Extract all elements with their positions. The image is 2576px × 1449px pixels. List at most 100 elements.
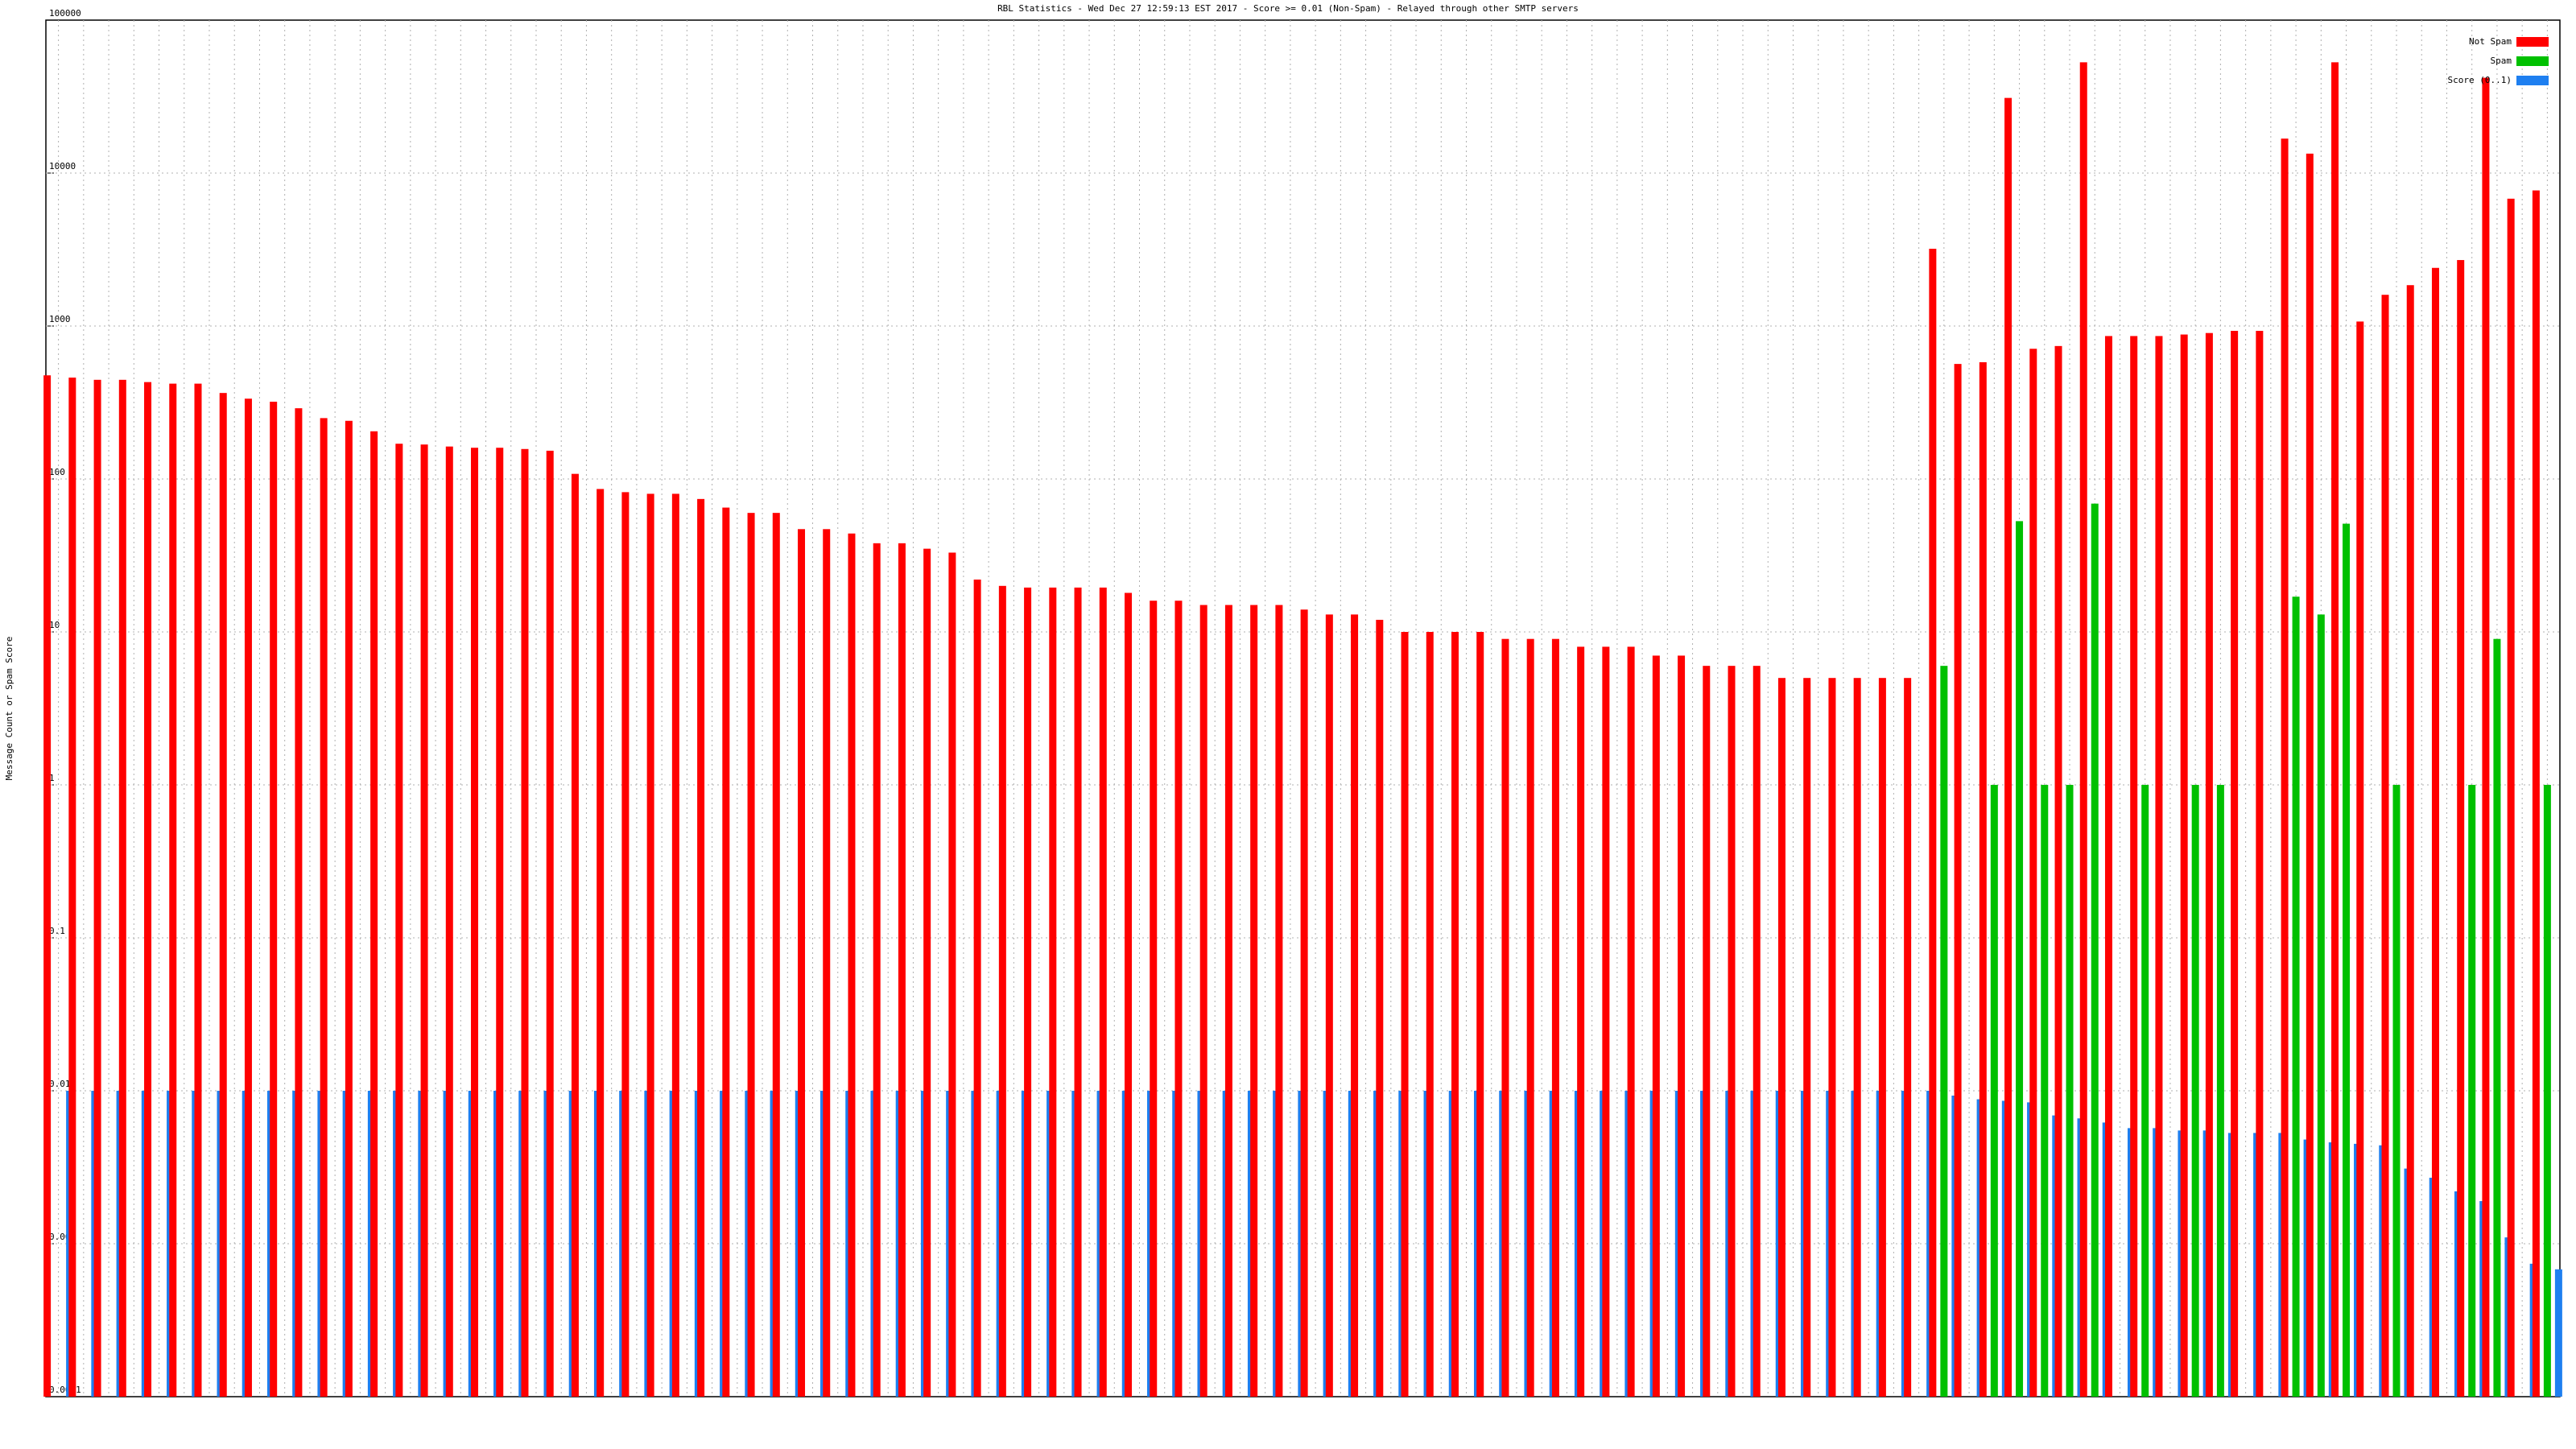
bar <box>1224 605 1232 1397</box>
bar <box>1878 678 1886 1397</box>
bar <box>1451 632 1459 1397</box>
bar <box>1325 614 1333 1397</box>
y-tick-label: 1000 <box>49 314 71 324</box>
bar <box>1954 364 1962 1397</box>
bar <box>1300 609 1308 1397</box>
legend-label: Score (0..1) <box>2448 75 2512 85</box>
bar <box>1728 666 1736 1397</box>
bar <box>1602 646 1610 1397</box>
bar <box>1551 638 1559 1397</box>
bar <box>923 548 931 1397</box>
bar <box>671 493 679 1397</box>
bar <box>169 383 177 1397</box>
y-axis-label: Message Count or Spam Score <box>4 637 14 781</box>
bar <box>2292 597 2300 1397</box>
bar <box>68 378 76 1397</box>
bar <box>571 473 579 1397</box>
bar <box>1828 678 1836 1397</box>
chart-title: RBL Statistics - Wed Dec 27 12:59:13 EST… <box>997 3 1579 14</box>
bar <box>445 446 453 1397</box>
bar <box>2231 330 2239 1397</box>
bar <box>2381 295 2389 1397</box>
bar <box>420 444 428 1397</box>
bar <box>2281 138 2289 1397</box>
bar <box>2205 332 2213 1397</box>
bar <box>621 492 630 1397</box>
bar <box>496 448 504 1397</box>
y-tick-label: 0.1 <box>49 926 65 936</box>
bar <box>1199 605 1208 1397</box>
bar <box>1401 632 1409 1397</box>
legend-swatch <box>2516 56 2549 66</box>
bar <box>471 448 479 1397</box>
bar <box>1476 632 1484 1397</box>
bar <box>1703 666 1711 1397</box>
bar <box>320 418 328 1397</box>
bar <box>1777 678 1785 1397</box>
bar <box>2004 97 2013 1397</box>
bar <box>2493 638 2501 1397</box>
bar <box>2543 785 2551 1397</box>
y-tick-label: 10000 <box>49 161 76 171</box>
bar <box>2155 336 2163 1397</box>
bar <box>898 543 906 1397</box>
bar <box>2130 336 2138 1397</box>
bar <box>1803 678 1811 1397</box>
legend-label: Spam <box>2491 56 2512 66</box>
bar <box>1275 605 1283 1397</box>
bar <box>345 420 353 1397</box>
bar <box>1526 638 1534 1397</box>
y-tick-label: 100 <box>49 467 65 477</box>
bar <box>1752 666 1761 1397</box>
bar <box>1979 361 1987 1397</box>
bar <box>2532 190 2540 1397</box>
bar <box>1174 601 1183 1397</box>
bar <box>2554 1269 2562 1397</box>
bar <box>244 398 252 1397</box>
bar <box>1125 592 1133 1397</box>
bar <box>2482 77 2490 1397</box>
bar <box>370 431 378 1397</box>
bar <box>2041 785 2049 1397</box>
bar <box>546 450 554 1397</box>
bar <box>1929 249 1937 1397</box>
bar <box>697 498 705 1397</box>
bar <box>1150 601 1158 1397</box>
bar <box>2343 523 2351 1397</box>
bar <box>1099 587 1107 1397</box>
bar <box>1853 678 1861 1397</box>
bar <box>2468 785 2476 1397</box>
bar <box>2180 334 2188 1397</box>
y-tick-label: 10 <box>49 620 60 630</box>
bar <box>295 408 303 1397</box>
bar <box>1990 785 1998 1397</box>
bar <box>2507 198 2515 1397</box>
bar <box>1904 678 1912 1397</box>
bar <box>2079 62 2087 1397</box>
legend-swatch <box>2516 76 2549 85</box>
bar <box>1074 587 1082 1397</box>
bar <box>2016 521 2024 1397</box>
bar <box>1426 632 1434 1397</box>
bar <box>722 507 730 1397</box>
legend-swatch <box>2516 37 2549 47</box>
bar <box>1652 655 1660 1397</box>
bar <box>646 493 654 1397</box>
y-tick-label: 0.01 <box>49 1079 71 1089</box>
bar <box>873 543 881 1397</box>
bar <box>2457 260 2465 1397</box>
bar <box>2256 330 2264 1397</box>
y-tick-label: 1 <box>49 773 55 783</box>
bar <box>2029 349 2037 1397</box>
bar <box>144 382 152 1397</box>
bar <box>1577 646 1585 1397</box>
bar <box>772 513 780 1397</box>
bar <box>1940 666 1948 1397</box>
bar <box>2431 267 2439 1397</box>
bar <box>194 383 202 1397</box>
bar <box>93 379 101 1397</box>
bar <box>823 529 831 1397</box>
